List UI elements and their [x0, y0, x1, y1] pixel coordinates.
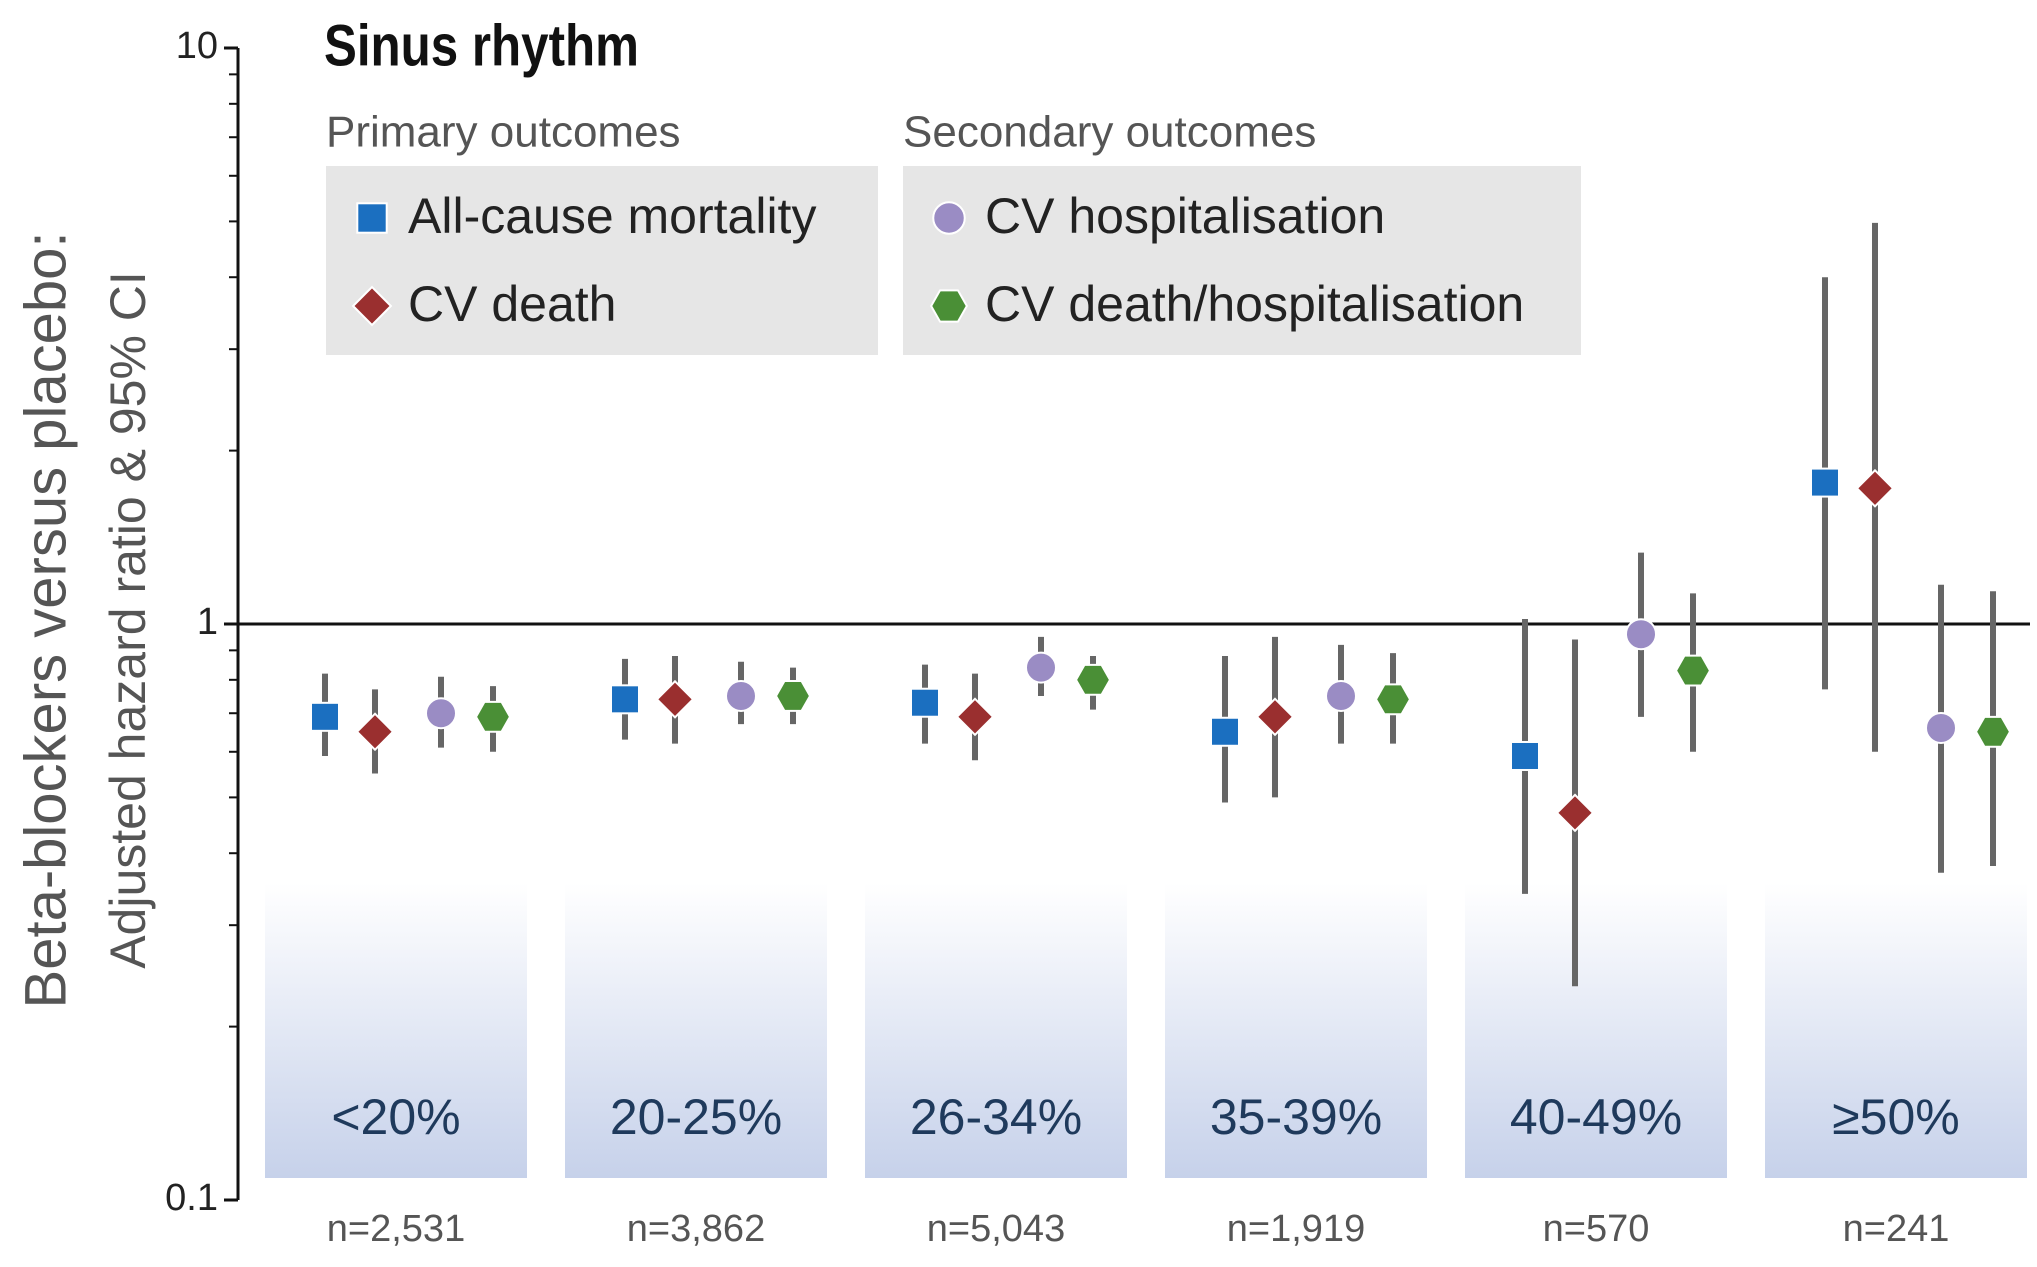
- n-label: n=1,919: [1227, 1208, 1365, 1250]
- category-label: 35-39%: [1210, 1089, 1382, 1145]
- marker-hexagon: [774, 680, 812, 712]
- category-band: [1765, 883, 2027, 1178]
- n-label: n=2,531: [327, 1208, 465, 1250]
- marker-hexagon: [1674, 654, 1712, 687]
- y-tick-label: 0.1: [165, 1177, 218, 1219]
- marker-square: [610, 684, 640, 715]
- marker-circle: [1625, 618, 1657, 651]
- legend-box: [326, 166, 878, 355]
- category-band: [865, 883, 1127, 1178]
- y-tick-label: 1: [197, 601, 218, 643]
- marker-diamond: [351, 285, 393, 327]
- legend-box: [903, 166, 1581, 355]
- marker-diamond: [1255, 697, 1295, 737]
- marker-diamond: [655, 679, 695, 719]
- category-band: [265, 883, 527, 1178]
- category-label: 26-34%: [910, 1089, 1082, 1145]
- category-label: 20-25%: [610, 1089, 782, 1145]
- marker-square: [1810, 467, 1840, 498]
- marker-square: [356, 202, 388, 234]
- category-label: <20%: [331, 1089, 460, 1145]
- marker-diamond: [1555, 793, 1595, 833]
- marker-circle: [1025, 651, 1057, 684]
- y-axis-label: Adjusted hazard ratio & 95% CI: [100, 271, 156, 969]
- category-band: [565, 883, 827, 1178]
- marker-diamond: [1855, 468, 1895, 508]
- marker-circle: [932, 201, 966, 235]
- marker-circle: [1325, 679, 1357, 712]
- legend-title: Primary outcomes: [326, 108, 681, 157]
- legend-label: CV death/hospitalisation: [985, 276, 1524, 332]
- n-label: n=3,862: [627, 1208, 765, 1250]
- n-label: n=241: [1843, 1208, 1950, 1250]
- chart-title: Sinus rhythm: [324, 14, 639, 79]
- marker-hexagon: [1074, 663, 1112, 696]
- category-band: [1165, 883, 1427, 1178]
- marker-diamond: [355, 712, 395, 752]
- legend-label: All-cause mortality: [408, 188, 816, 244]
- marker-circle: [1925, 711, 1957, 744]
- marker-hexagon: [1374, 683, 1412, 716]
- n-label: n=5,043: [927, 1208, 1065, 1250]
- category-label: ≥50%: [1832, 1089, 1960, 1145]
- marker-square: [1210, 716, 1240, 747]
- marker-diamond: [955, 697, 995, 737]
- y-tick-label: 10: [176, 25, 218, 67]
- marker-circle: [725, 679, 757, 712]
- category-label: 40-49%: [1510, 1089, 1682, 1145]
- category-band: [1465, 883, 1727, 1178]
- legend-label: CV hospitalisation: [985, 188, 1385, 244]
- marker-square: [1510, 740, 1540, 771]
- n-label: n=570: [1543, 1208, 1650, 1250]
- marker-square: [310, 701, 340, 732]
- marker-hexagon: [929, 289, 969, 323]
- legend-label: CV death: [408, 276, 616, 332]
- marker-square: [910, 687, 940, 718]
- y-axis-label: Beta-blockers versus placebo:: [13, 232, 78, 1009]
- marker-circle: [425, 697, 457, 730]
- legend-title: Secondary outcomes: [903, 108, 1316, 157]
- marker-hexagon: [474, 700, 512, 733]
- marker-hexagon: [1974, 715, 2012, 748]
